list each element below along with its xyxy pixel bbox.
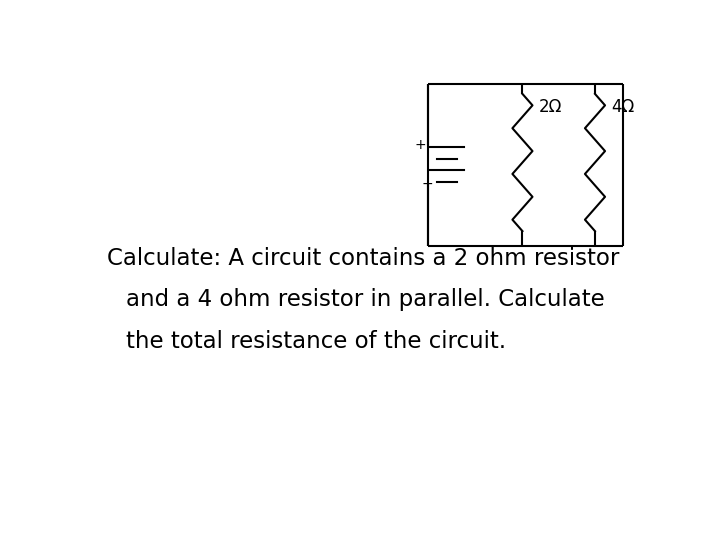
Text: Calculate: A circuit contains a 2 ohm resistor: Calculate: A circuit contains a 2 ohm re…: [107, 247, 619, 269]
Text: 2Ω: 2Ω: [539, 98, 562, 116]
Text: 4Ω: 4Ω: [612, 98, 635, 116]
Text: and a 4 ohm resistor in parallel. Calculate: and a 4 ohm resistor in parallel. Calcul…: [126, 288, 605, 311]
Text: +: +: [415, 138, 426, 152]
Text: the total resistance of the circuit.: the total resistance of the circuit.: [126, 330, 506, 353]
Text: −: −: [421, 177, 433, 191]
